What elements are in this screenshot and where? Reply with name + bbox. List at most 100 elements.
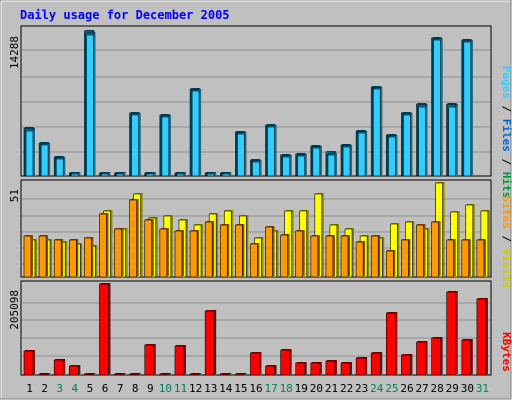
bar-sites-day-21 xyxy=(325,235,334,278)
bar-shadow xyxy=(40,373,51,374)
bar-sites-day-8 xyxy=(129,199,137,278)
x-tick-label-day-30: 30 xyxy=(461,382,474,395)
bar-pages-day-21 xyxy=(327,154,336,177)
bar-sites-day-25 xyxy=(386,250,394,278)
x-tick-label-day-3: 3 xyxy=(56,382,63,395)
bar-shadow xyxy=(115,373,126,374)
bar-pages-day-2 xyxy=(40,144,49,177)
x-tick-label-day-18: 18 xyxy=(280,382,293,395)
bar-pages-day-12 xyxy=(191,90,200,177)
x-tick-label-day-16: 16 xyxy=(249,382,262,395)
bar-kbytes-day-10 xyxy=(159,373,170,376)
bar-kbytes-day-24 xyxy=(370,352,381,376)
bar-pages-day-15 xyxy=(237,133,245,177)
bar-kbytes-day-30 xyxy=(461,339,472,376)
bar-pages-day-22 xyxy=(342,146,351,177)
x-tick-label-day-28: 28 xyxy=(431,382,444,395)
bar-pages-day-1 xyxy=(25,130,34,177)
bar-shadow xyxy=(236,373,247,374)
bar-sites-day-17 xyxy=(265,226,273,278)
bar-shadow xyxy=(130,373,141,374)
bar-shadow xyxy=(160,373,171,374)
bar-sites-day-18 xyxy=(280,234,288,278)
bar-pages-day-5 xyxy=(86,34,94,177)
y-tick-label-text: 14288 xyxy=(8,36,21,69)
bar-sites-day-23 xyxy=(355,241,364,278)
x-tick-label-day-10: 10 xyxy=(159,382,172,395)
y-label-hits-files-pages: Pages / Files / Hits xyxy=(500,66,512,199)
bar-sites-day-12 xyxy=(189,230,198,278)
x-tick-label-day-1: 1 xyxy=(26,382,33,395)
bar-pages-day-29 xyxy=(448,106,457,177)
bar-pages-day-24 xyxy=(372,88,381,177)
bar-kbytes-day-20 xyxy=(310,362,321,376)
bar-kbytes-day-3 xyxy=(53,359,64,376)
bar-pages-day-27 xyxy=(418,106,426,177)
bar-pages-day-4 xyxy=(70,173,79,177)
y-tick-label-text: 51 xyxy=(8,189,21,202)
x-tick-label-day-7: 7 xyxy=(117,382,124,395)
x-tick-label-day-4: 4 xyxy=(72,382,79,395)
y-label-sites-visits: Sites / Visits xyxy=(500,196,512,289)
bar-sites-day-22 xyxy=(340,235,349,278)
bar-sites-day-31 xyxy=(476,239,485,278)
bar-sites-day-29 xyxy=(446,239,455,278)
bar-kbytes-day-8 xyxy=(129,373,139,376)
x-tick-label-day-27: 27 xyxy=(415,382,428,395)
bar-kbytes-day-12 xyxy=(189,373,200,376)
bar-pages-day-3 xyxy=(55,158,64,177)
bar-sites-day-20 xyxy=(310,235,319,278)
x-tick-label-day-24: 24 xyxy=(370,382,384,395)
bar-pages-day-25 xyxy=(388,136,396,177)
y-label-hits-files-pages-text: Pages / Files / Hits xyxy=(500,66,512,199)
y-label-kbytes-text: KBytes xyxy=(500,332,512,372)
bar-sites-day-9 xyxy=(144,219,153,278)
bar-pages-day-17 xyxy=(267,126,275,177)
x-tick-label-day-21: 21 xyxy=(325,382,338,395)
bar-kbytes-day-31 xyxy=(476,298,487,376)
bar-kbytes-day-15 xyxy=(235,373,245,376)
bar-pages-day-20 xyxy=(312,147,321,177)
x-tick-label-day-22: 22 xyxy=(340,382,353,395)
x-tick-label-day-20: 20 xyxy=(310,382,323,395)
x-tick-label-day-15: 15 xyxy=(234,382,247,395)
panel-traffic: 14288 xyxy=(8,25,492,177)
x-tick-label-day-26: 26 xyxy=(400,382,413,395)
bar-pages-day-28 xyxy=(433,39,441,177)
bar-shadow xyxy=(191,373,202,374)
x-tick-label-day-25: 25 xyxy=(385,382,398,395)
bar-sites-day-19 xyxy=(295,230,304,278)
bar-sites-day-26 xyxy=(401,239,409,278)
x-axis-labels: 1 2 3 4 5 6 7 8 9 10 11 12 13 14 15 16 17 18 19 20 21 22 23 24 2… xyxy=(26,382,489,395)
x-tick-label-day-31: 31 xyxy=(476,382,489,395)
bar-kbytes-day-18 xyxy=(280,349,290,376)
bar-sites-day-5 xyxy=(84,237,92,278)
bar-pages-day-6 xyxy=(101,173,109,177)
bar-sites-day-30 xyxy=(461,239,470,278)
panel-kbytes: 205098 xyxy=(8,280,492,376)
x-tick-label-day-23: 23 xyxy=(355,382,368,395)
x-tick-label-day-13: 13 xyxy=(204,382,217,395)
bar-pages-day-14 xyxy=(221,173,230,177)
bar-sites-day-13 xyxy=(204,221,213,278)
bar-pages-day-26 xyxy=(403,114,411,177)
bar-kbytes-day-14 xyxy=(219,373,230,376)
bar-sites-day-11 xyxy=(174,230,183,278)
bar-kbytes-day-23 xyxy=(355,357,366,376)
bar-kbytes-day-7 xyxy=(114,373,124,376)
bar-sites-day-28 xyxy=(431,221,439,278)
bar-sites-day-10 xyxy=(159,228,168,278)
bar-pages-day-10 xyxy=(161,116,170,177)
bar-sites-day-3 xyxy=(53,239,62,278)
bar-pages-day-13 xyxy=(206,173,215,177)
bar-pages-day-19 xyxy=(297,155,306,177)
bar-pages-day-8 xyxy=(131,114,139,177)
bar-pages-day-7 xyxy=(116,173,124,177)
panel-visits: 51 xyxy=(8,179,492,278)
bar-kbytes-day-21 xyxy=(325,360,336,376)
bar-sites-day-4 xyxy=(68,239,77,278)
bar-kbytes-day-2 xyxy=(38,373,49,376)
bar-kbytes-day-11 xyxy=(174,345,185,376)
bar-kbytes-day-22 xyxy=(340,362,351,376)
bar-pages-day-11 xyxy=(176,173,185,177)
